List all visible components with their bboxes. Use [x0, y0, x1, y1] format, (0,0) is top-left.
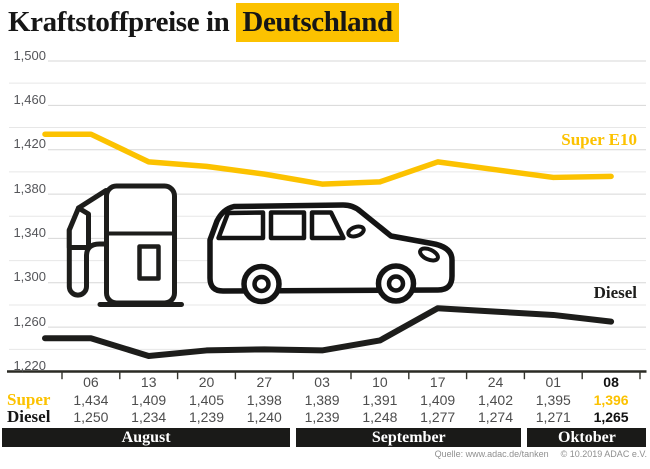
y-axis-label: 1,340 [13, 224, 46, 240]
diesel-value-cell: 1,271 [535, 408, 571, 425]
month-bar-september: September [296, 428, 522, 447]
diesel-value-cell: 1,240 [246, 408, 282, 425]
diesel-value-cell: 1,274 [477, 408, 514, 425]
diesel-value-cell: 1,250 [73, 408, 109, 425]
diesel-value-cell: 1,234 [131, 408, 167, 425]
super-value-cell: 1,405 [188, 391, 225, 408]
super-value-cell: 1,434 [73, 391, 109, 408]
y-axis-label: 1,500 [13, 47, 46, 63]
date-cell: 27 [256, 374, 273, 390]
diesel-value-cell: 1,239 [304, 408, 340, 425]
super-value-cell: 1,389 [304, 391, 340, 408]
table-row-label-super: Super [7, 390, 51, 409]
series-label-diesel: Diesel [593, 283, 637, 302]
source-credit: Quelle: www.adac.de/tanken [434, 449, 549, 459]
title-prefix: Kraftstoffpreise in [8, 6, 230, 38]
super-value-cell: 1,409 [420, 391, 456, 408]
series-line-super-e10 [42, 131, 614, 187]
date-cell: 17 [429, 374, 446, 390]
diesel-value-cell: 1,265 [593, 408, 629, 425]
date-cell: 08 [603, 374, 619, 390]
car-icon [207, 202, 455, 305]
series-line-diesel [42, 305, 615, 359]
super-value-cell: 1,396 [593, 391, 629, 408]
y-axis-label: 1,420 [13, 136, 46, 152]
diesel-value-cell: 1,248 [362, 408, 398, 425]
y-axis-label: 1,300 [13, 269, 46, 285]
y-axis-label: 1,220 [13, 358, 46, 373]
pump-hose [66, 227, 109, 298]
date-cell: 10 [372, 374, 388, 390]
title-highlight: Deutschland [236, 3, 399, 42]
pump-nozzle [66, 205, 91, 250]
date-cell: 06 [83, 374, 99, 390]
y-axis-label: 1,260 [13, 313, 46, 329]
source-note: Quelle: www.adac.de/tanken © 10.2019 ADA… [435, 449, 647, 459]
series-lines [42, 131, 615, 359]
y-axis-label: 1,460 [13, 91, 46, 107]
date-cell: 13 [140, 374, 157, 390]
super-value-cell: 1,398 [246, 391, 282, 408]
super-value-cell: 1,391 [362, 391, 398, 408]
page-title: Kraftstoffpreise in Deutschland [8, 2, 399, 42]
series-label-super-e10: Super E10 [561, 130, 637, 149]
table-row-label-diesel: Diesel [7, 407, 51, 426]
date-cell: 24 [487, 374, 504, 390]
y-axis-label: 1,380 [13, 180, 46, 196]
date-cell: 01 [545, 374, 562, 390]
super-value-cell: 1,395 [535, 391, 571, 408]
super-value-cell: 1,402 [477, 391, 514, 408]
source-copyright: © 10.2019 ADAC e.V. [560, 449, 647, 459]
fuel-pump-icon [66, 183, 184, 307]
month-bar-august: August [2, 428, 291, 447]
diesel-value-cell: 1,239 [188, 408, 225, 425]
month-bar-oktober: Oktober [527, 428, 647, 447]
diesel-value-cell: 1,277 [420, 408, 456, 425]
date-cell: 03 [314, 374, 330, 390]
super-value-cell: 1,409 [131, 391, 167, 408]
date-cell: 20 [198, 374, 215, 390]
